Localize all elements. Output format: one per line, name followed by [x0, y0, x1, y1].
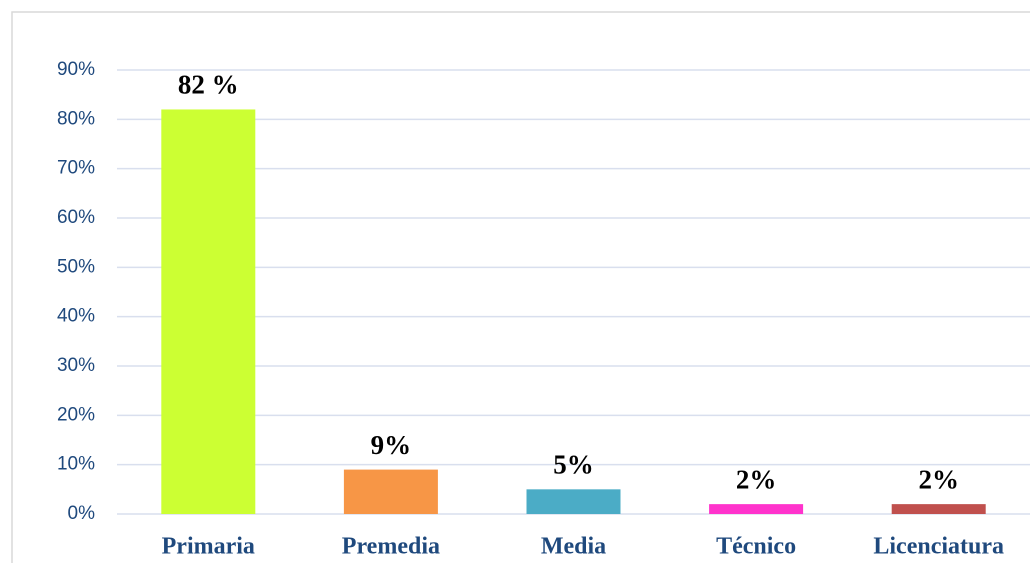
y-tick-label: 40% — [57, 306, 95, 327]
y-tick-label: 50% — [57, 256, 95, 277]
x-tick-label: Media — [541, 534, 606, 560]
bar — [343, 469, 438, 514]
y-tick-label: 10% — [57, 454, 95, 475]
y-tick-label: 20% — [57, 404, 95, 425]
y-tick-label: 70% — [57, 158, 95, 179]
y-tick-label: 90% — [57, 59, 95, 80]
value-label: 82 % — [178, 70, 239, 100]
value-label: 9% — [371, 430, 412, 460]
value-label: 5% — [553, 450, 594, 480]
bar — [161, 109, 256, 514]
x-tick-label: Licenciatura — [873, 534, 1004, 560]
x-tick-label: Técnico — [716, 534, 796, 560]
y-tick-label: 60% — [57, 207, 95, 228]
x-tick-label: Premedia — [342, 534, 440, 560]
x-tick-label: Primaria — [162, 534, 255, 560]
chart-border — [11, 11, 1030, 563]
value-label: 2% — [918, 464, 959, 494]
value-label: 2% — [736, 464, 777, 494]
y-tick-label: 30% — [57, 355, 95, 376]
bar — [709, 504, 804, 514]
bar — [891, 504, 986, 514]
bar — [526, 489, 621, 514]
y-tick-label: 0% — [68, 503, 96, 524]
y-tick-label: 80% — [57, 108, 95, 129]
